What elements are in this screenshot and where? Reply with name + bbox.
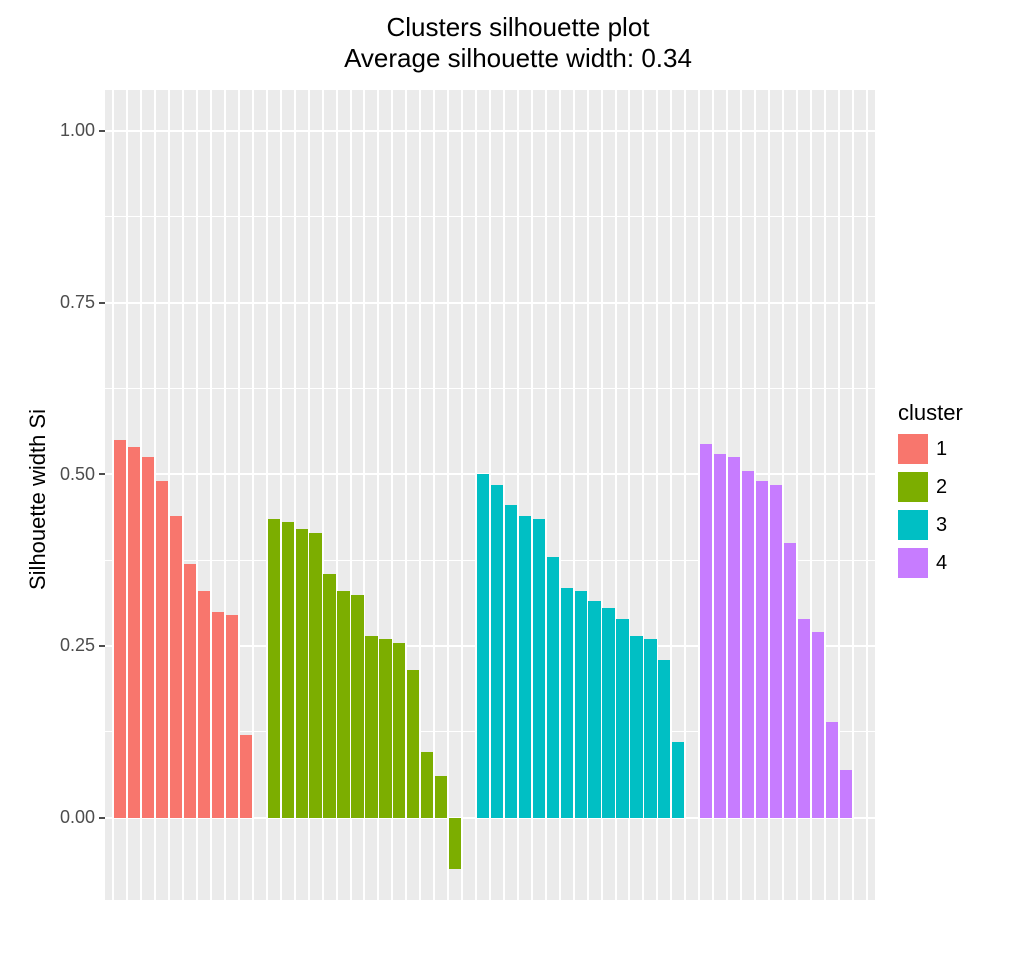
silhouette-bar [561,588,573,818]
figure: Clusters silhouette plot Average silhoue… [0,0,1036,960]
silhouette-bar [477,474,489,817]
silhouette-bar [407,670,419,818]
legend-swatch [898,434,928,464]
y-tick-label: 0.25 [35,635,95,656]
panel-major-gridline [105,302,875,304]
silhouette-bar [533,519,545,818]
silhouette-bar [296,529,308,817]
panel-vertical-gridline [252,90,254,900]
silhouette-bar [323,574,335,818]
silhouette-bar [212,612,224,818]
silhouette-bar [240,735,252,817]
y-tick-mark [99,817,105,819]
plot-panel [105,90,875,900]
legend-item: 2 [898,472,963,502]
silhouette-bar [365,636,377,818]
y-axis-label: Silhouette width Si [25,409,51,590]
chart-title: Clusters silhouette plot Average silhoue… [0,12,1036,74]
panel-vertical-gridline [866,90,868,900]
y-tick-mark [99,645,105,647]
silhouette-bar [198,591,210,818]
legend-label: 2 [936,476,947,499]
silhouette-bar [840,770,852,818]
silhouette-bar [616,619,628,818]
silhouette-bar [547,557,559,818]
silhouette-bar [309,533,321,818]
silhouette-bar [575,591,587,818]
panel-minor-gridline [105,216,875,217]
legend-label: 3 [936,514,947,537]
panel-vertical-gridline [447,90,449,900]
silhouette-bar [379,639,391,817]
silhouette-bar [784,543,796,818]
panel-major-gridline [105,130,875,132]
legend-swatch [898,510,928,540]
panel-vertical-gridline [461,90,463,900]
silhouette-bar [435,776,447,817]
silhouette-bar [184,564,196,818]
silhouette-bar [226,615,238,818]
silhouette-bar [630,636,642,818]
silhouette-bar [798,619,810,818]
silhouette-bar [588,601,600,817]
silhouette-bar [282,522,294,817]
silhouette-bar [644,639,656,817]
legend-swatch [898,548,928,578]
panel-minor-gridline [105,388,875,389]
silhouette-bar [128,447,140,818]
chart-title-line1: Clusters silhouette plot [0,12,1036,43]
silhouette-bar [156,481,168,817]
silhouette-bar [268,519,280,818]
y-tick-label: 0.75 [35,292,95,313]
silhouette-bar [351,595,363,818]
silhouette-bar [602,608,614,817]
y-tick-mark [99,302,105,304]
silhouette-bar [756,481,768,817]
legend-item: 3 [898,510,963,540]
y-tick-label: 0.50 [35,464,95,485]
silhouette-bar [826,722,838,818]
silhouette-bar [393,643,405,818]
silhouette-bar [519,516,531,818]
silhouette-bar [658,660,670,818]
silhouette-bar [672,742,684,818]
silhouette-bar [337,591,349,818]
silhouette-bar [728,457,740,817]
panel-vertical-gridline [684,90,686,900]
legend-item: 1 [898,434,963,464]
legend-item: 4 [898,548,963,578]
silhouette-bar [505,505,517,817]
legend-title: cluster [898,400,963,426]
y-tick-label: 1.00 [35,120,95,141]
panel-major-gridline [105,473,875,475]
silhouette-bar [812,632,824,817]
chart-title-line2: Average silhouette width: 0.34 [0,43,1036,74]
legend-label: 4 [936,552,947,575]
y-tick-mark [99,473,105,475]
panel-vertical-gridline [852,90,854,900]
silhouette-bar [491,485,503,818]
y-tick-mark [99,130,105,132]
silhouette-bar [170,516,182,818]
y-tick-label: 0.00 [35,807,95,828]
silhouette-bar [449,818,461,869]
silhouette-bar [421,752,433,817]
legend: cluster 1 2 3 4 [898,400,963,578]
silhouette-bar [714,454,726,818]
legend-label: 1 [936,438,947,461]
legend-swatch [898,472,928,502]
silhouette-bar [742,471,754,818]
silhouette-bar [770,485,782,818]
silhouette-bar [700,444,712,818]
silhouette-bar [114,440,126,818]
silhouette-bar [142,457,154,817]
